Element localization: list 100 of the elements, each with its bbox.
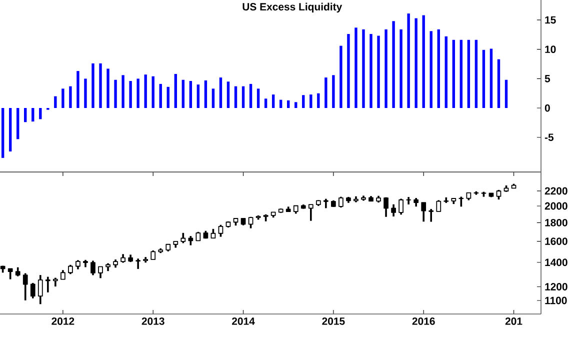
bar <box>234 86 238 108</box>
candlestick <box>188 235 194 246</box>
bar <box>354 28 358 108</box>
bar <box>370 34 372 108</box>
bar <box>279 100 282 108</box>
bar <box>497 59 500 108</box>
candlestick <box>338 196 344 208</box>
bar <box>452 40 456 108</box>
bar <box>414 18 418 108</box>
bar <box>347 34 350 108</box>
candlestick <box>68 264 73 275</box>
y-tick-label: 1200 <box>545 283 568 290</box>
bar <box>32 108 34 122</box>
bar <box>39 108 42 120</box>
y-tick-label: 2000 <box>544 202 568 210</box>
bar <box>302 95 305 108</box>
candlestick <box>428 208 434 223</box>
bar <box>340 46 342 108</box>
y-tick-label: 2200 <box>544 187 568 195</box>
bar <box>84 78 87 108</box>
bar <box>69 86 72 108</box>
bar <box>189 81 192 108</box>
bar <box>400 29 402 108</box>
bar <box>437 29 440 108</box>
y-tick-label: 1800 <box>545 218 568 226</box>
candlestick <box>421 202 426 222</box>
y-tick-label: 5 <box>544 75 550 82</box>
candlestick <box>150 250 156 260</box>
bar <box>287 100 290 108</box>
bar <box>106 68 110 108</box>
chart-title: US Excess Liquidity <box>242 2 342 13</box>
y-tick-label: 0 <box>544 104 550 112</box>
candlestick <box>60 269 66 280</box>
y-tick-label: -5 <box>544 134 554 142</box>
bar <box>377 36 380 108</box>
bar <box>114 80 117 108</box>
candlestick <box>76 259 80 270</box>
y-tick-label: 15 <box>545 16 556 24</box>
bar <box>62 88 64 108</box>
bar <box>144 74 147 108</box>
y-tick-label: 10 <box>545 46 556 54</box>
candlestick <box>8 268 13 280</box>
bar <box>474 40 478 108</box>
candlestick <box>45 276 50 294</box>
bar <box>129 81 132 108</box>
bar <box>226 82 230 108</box>
y-tick-label: 1400 <box>545 258 568 266</box>
candlestick <box>323 198 328 210</box>
bar <box>8 108 12 152</box>
bar <box>460 40 463 108</box>
x-tick-label: 2012 <box>52 318 74 325</box>
bar <box>182 80 185 108</box>
bar <box>294 102 298 108</box>
bar <box>174 74 177 108</box>
bar <box>219 77 222 108</box>
candlestick <box>384 196 388 218</box>
x-tick-label: 2014 <box>232 318 255 325</box>
candlestick <box>210 228 216 239</box>
bar <box>384 29 388 108</box>
candlestick <box>218 224 224 238</box>
bar <box>76 71 80 108</box>
bar <box>196 84 200 108</box>
bar <box>249 84 252 108</box>
candlestick <box>136 258 141 270</box>
bar <box>422 15 425 108</box>
candlestick <box>38 274 43 306</box>
x-tick-label: 2013 <box>142 318 164 325</box>
x-tick-label: 2016 <box>412 318 435 325</box>
candlestick <box>180 232 186 244</box>
bar <box>16 108 20 140</box>
bar <box>92 63 94 108</box>
bar <box>136 78 140 108</box>
bar <box>490 48 493 108</box>
bar <box>264 98 268 108</box>
candlestick <box>436 199 442 212</box>
candlestick <box>30 282 36 300</box>
candlestick <box>308 204 314 222</box>
bar <box>1 108 4 158</box>
bar <box>467 40 470 108</box>
bar <box>242 86 245 108</box>
bar <box>504 80 508 108</box>
candlestick <box>391 203 396 218</box>
y-tick-label: 1600 <box>545 238 568 245</box>
bar <box>392 21 395 108</box>
bar <box>256 88 260 108</box>
candlestick <box>398 198 404 216</box>
bar <box>204 80 208 108</box>
bar <box>317 93 320 108</box>
x-tick-label: 2015 <box>322 318 345 325</box>
candlestick <box>98 266 103 280</box>
bar <box>54 96 57 108</box>
bar <box>332 75 335 108</box>
y-tick-label: 1100 <box>545 296 567 304</box>
bar <box>407 13 410 108</box>
bar <box>99 63 102 108</box>
bar <box>324 77 328 108</box>
bar <box>430 31 432 108</box>
bar <box>482 50 486 108</box>
candlestick <box>90 260 96 276</box>
bar <box>212 88 215 108</box>
